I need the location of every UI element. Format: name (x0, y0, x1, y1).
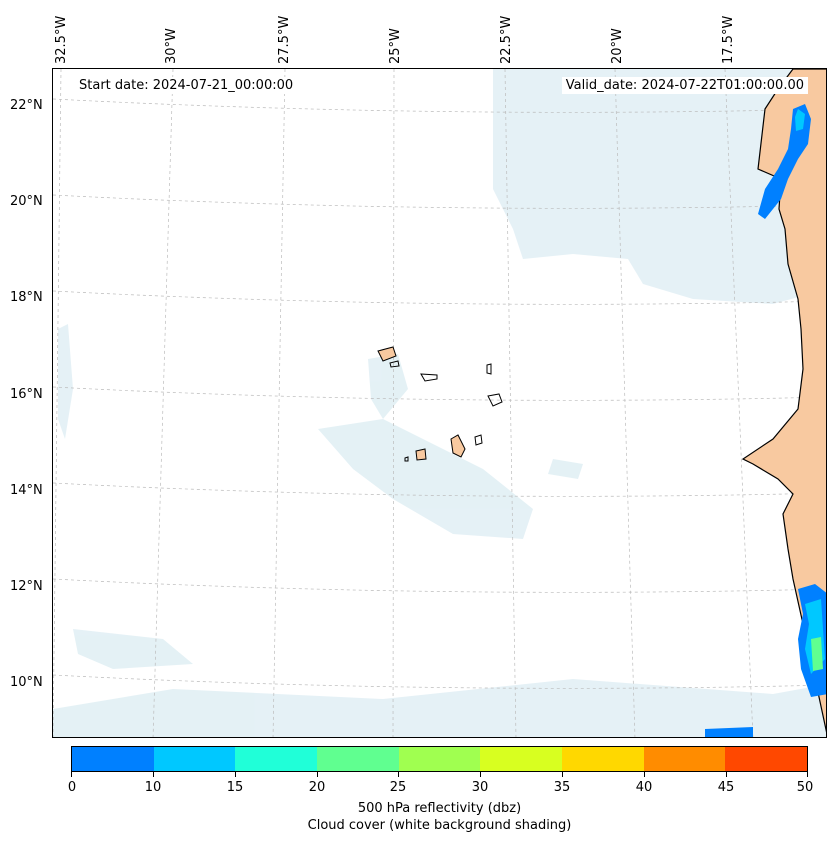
colorbar-segment-25-30 (480, 747, 563, 771)
colorbar-tick (71, 772, 72, 777)
reflectivity-patch-north (758, 104, 811, 219)
reflectivity-colorbar (71, 746, 808, 772)
gridline-lon (614, 69, 636, 737)
colorbar-tick (726, 772, 727, 777)
lat-label-12n: 12°N (10, 579, 43, 594)
colorbar-tick (235, 772, 236, 777)
gridline-lat (53, 98, 826, 113)
cloud-region-east (548, 459, 583, 479)
map-canvas (53, 69, 826, 737)
island-fogo (415, 448, 427, 461)
lat-label-18n: 18°N (10, 290, 43, 305)
colorbar-tick-label-15: 15 (226, 780, 244, 795)
colorbar-segment-0-5 (72, 747, 154, 771)
colorbar-label-reflectivity: 500 hPa reflectivity (dbz) (357, 801, 522, 816)
gridline-lon (392, 69, 395, 737)
lon-label-20w: 20°W (610, 28, 625, 64)
cloud-region-cape-verde (368, 354, 408, 419)
colorbar-label-cloud-cover: Cloud cover (white background shading) (307, 818, 572, 833)
island-sal (486, 363, 492, 375)
lat-label-10n: 10°N (10, 675, 43, 690)
gridline-lat (53, 194, 826, 209)
gridline-lon (53, 69, 62, 737)
gridline-lat (53, 578, 826, 593)
colorbar-tick-label-50: 50 (796, 780, 814, 795)
lon-label-32-5w: 32.5°W (54, 15, 69, 64)
island-sao-vicente (389, 360, 400, 368)
reflectivity-patch-bottom (705, 727, 753, 737)
cloud-region-south (53, 679, 826, 737)
island-sao-nicolau (420, 373, 438, 382)
colorbar-tick-label-45: 45 (717, 780, 735, 795)
lat-label-22n: 22°N (10, 98, 43, 113)
colorbar-tick-label-40: 40 (635, 780, 653, 795)
island-boa-vista (487, 393, 503, 407)
gridline-lon (724, 69, 754, 737)
reflectivity-core-north (795, 109, 805, 131)
gridline-lon (272, 69, 286, 737)
start-date-label: Start date: 2024-07-21_00:00:00 (75, 77, 298, 94)
lat-label-16n: 16°N (10, 387, 43, 402)
lon-label-22-5w: 22.5°W (499, 15, 514, 64)
colorbar-tick-label-35: 35 (553, 780, 571, 795)
cloud-region-southwest (73, 629, 193, 669)
lon-label-25w: 25°W (388, 28, 403, 64)
colorbar-segment-10-15 (235, 747, 318, 771)
colorbar-tick-label-0: 0 (67, 780, 77, 795)
colorbar-tick-label-20: 20 (308, 780, 326, 795)
colorbar-tick (644, 772, 645, 777)
colorbar-tick (398, 772, 399, 777)
island-brava (404, 456, 409, 462)
colorbar-tick (480, 772, 481, 777)
gridline-lon (504, 69, 517, 737)
reflectivity-peak-south (811, 637, 823, 671)
colorbar-tick-label-25: 25 (389, 780, 407, 795)
gridline-lat (53, 482, 826, 497)
colorbar-tick (807, 772, 808, 777)
map-panel[interactable]: Start date: 2024-07-21_00:00:00 Valid_da… (52, 68, 827, 738)
cape-verde-islands (377, 346, 503, 462)
colorbar-segment-40-45 (725, 747, 808, 771)
colorbar-segment-5-10 (153, 747, 236, 771)
colorbar-tick (562, 772, 563, 777)
lon-label-30w: 30°W (164, 28, 179, 64)
colorbar-segment-20-25 (398, 747, 481, 771)
cloud-region-west (58, 324, 73, 439)
gridline-lat (53, 290, 826, 305)
gridline-lat (53, 386, 826, 401)
island-santo-antao (377, 346, 397, 362)
lon-label-17-5w: 17.5°W (721, 15, 736, 64)
gridlines (53, 69, 826, 737)
island-maio (474, 434, 483, 446)
gridline-lon (152, 69, 174, 737)
colorbar-tick-label-30: 30 (471, 780, 489, 795)
lat-label-14n: 14°N (10, 483, 43, 498)
cloud-region-central (318, 419, 533, 539)
gridline-lat (53, 674, 826, 689)
cloud-cover-shading (53, 69, 826, 737)
colorbar-segment-35-40 (643, 747, 726, 771)
valid-date-label: Valid_date: 2024-07-22T01:00:00.00 (561, 77, 808, 94)
lon-label-27-5w: 27.5°W (277, 15, 292, 64)
colorbar-tick (153, 772, 154, 777)
colorbar-segment-30-35 (562, 747, 644, 771)
island-santiago (450, 434, 466, 458)
lat-label-20n: 20°N (10, 194, 43, 209)
colorbar-tick (317, 772, 318, 777)
colorbar-tick-label-10: 10 (144, 780, 162, 795)
colorbar-segment-15-20 (317, 747, 399, 771)
cloud-region-north (493, 69, 826, 304)
